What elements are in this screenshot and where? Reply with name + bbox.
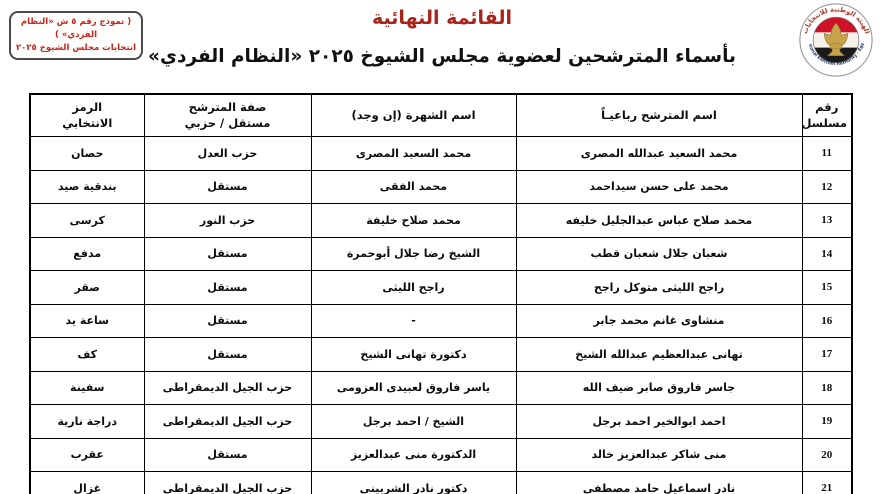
candidate-name-cell: منشاوى غانم محمد جابر <box>515 303 803 338</box>
alias-cell: دكتورة تهانى الشيخ <box>310 337 517 372</box>
candidate-name-cell: تهانى عبدالعظيم عبدالله الشيخ <box>515 337 803 372</box>
eagle-icon <box>823 22 849 56</box>
affiliation-cell: مستقل <box>143 169 312 204</box>
affiliation-cell: حزب الجيل الديمقراطى <box>143 404 312 439</box>
candidate-name-cell: شعبان جلال شعبان قطب <box>515 236 803 271</box>
symbol-cell: كرسى <box>29 203 145 238</box>
candidate-name-cell: احمد ابوالخير احمد برجل <box>515 404 803 439</box>
header-affiliation: صفة المترشح مستقل / حزبي <box>143 93 312 137</box>
table-row: 14 شعبان جلال شعبان قطب الشيخ رضا جلال أبو… <box>29 236 853 271</box>
affiliation-cell: مستقل <box>143 270 312 305</box>
symbol-cell: دراجة نارية <box>29 404 145 439</box>
header-symbol: الرمز الانتخابي <box>29 93 145 137</box>
serial-cell: 20 <box>801 437 853 472</box>
candidate-name-cell: محمد صلاح عباس عبدالجليل خليفه <box>515 203 803 238</box>
symbol-cell: بندقية صيد <box>29 169 145 204</box>
national-election-authority-logo: الهيئة الوطنية للانتخابات National Elect… <box>796 0 874 78</box>
table-header-row: رقم مسلسل اسم المترشح رباعيـاً اسم الشهر… <box>29 93 853 137</box>
symbol-cell: كف <box>29 337 145 372</box>
table-row: 20 منى شاكر عبدالعزيز خالد الدكتورة منى عب… <box>29 437 853 472</box>
symbol-cell: حصان <box>29 136 145 171</box>
table-row: 17 تهانى عبدالعظيم عبدالله الشيخ دكتورة ته… <box>29 337 853 372</box>
affiliation-cell: حزب الجيل الديمقراطى <box>143 471 312 494</box>
symbol-cell: صقر <box>29 270 145 305</box>
alias-cell: الدكتورة منى عبدالعزيز <box>310 437 517 472</box>
affiliation-cell: حزب الجيل الديمقراطى <box>143 370 312 405</box>
serial-cell: 21 <box>801 471 853 494</box>
alias-cell: - <box>310 303 517 338</box>
form-number-box: ( نموذج رقم ٥ ش «النظام الفردي» ) انتخاب… <box>9 11 143 61</box>
table-row: 18 جاسر فاروق صابر ضيف الله ياسر فاروق لعب… <box>29 370 853 405</box>
symbol-cell: عقرب <box>29 437 145 472</box>
form-number-line2: انتخابات مجلس الشيوخ ٢٠٢٥ <box>15 42 136 53</box>
nea-emblem-icon: الهيئة الوطنية للانتخابات National Elect… <box>796 0 873 77</box>
table-row: 11 محمد السعيد عبدالله المصرى محمد السعيد … <box>29 136 853 171</box>
alias-cell: راجح الليثى <box>310 270 517 305</box>
affiliation-cell: مستقل <box>143 236 312 271</box>
serial-cell: 12 <box>801 169 853 204</box>
affiliation-cell: مستقل <box>143 303 312 338</box>
candidate-name-cell: منى شاكر عبدالعزيز خالد <box>515 437 803 472</box>
table-row: 19 احمد ابوالخير احمد برجل الشيخ / احمد بر… <box>29 404 853 439</box>
affiliation-cell: مستقل <box>143 337 312 372</box>
page-title: القائمة النهائية <box>372 7 512 29</box>
candidates-table: رقم مسلسل اسم المترشح رباعيـاً اسم الشهر… <box>29 93 853 494</box>
serial-cell: 19 <box>801 404 853 439</box>
table-row: 16 منشاوى غانم محمد جابر - مستقل ساعة يد <box>29 303 853 338</box>
egypt-flag-roundel <box>813 17 859 63</box>
affiliation-cell: حزب النور <box>143 203 312 238</box>
alias-cell: الشيخ رضا جلال أبوحمرة <box>310 236 517 271</box>
affiliation-cell: مستقل <box>143 437 312 472</box>
alias-cell: محمد الفقى <box>310 169 517 204</box>
table-row: 15 راجح الليثى متوكل راجح راجح الليثى مستقل… <box>29 270 853 305</box>
alias-cell: الشيخ / احمد برجل <box>310 404 517 439</box>
page-subtitle: بأسماء المترشحين لعضوية مجلس الشيوخ ٢٠٢٥… <box>148 46 736 67</box>
serial-cell: 11 <box>801 136 853 171</box>
alias-cell: دكتور نادر الشربينى <box>310 471 517 494</box>
candidate-name-cell: نادر اسماعيل حامد مصطفى <box>515 471 803 494</box>
table-row: 12 محمد على حسن سيداحمد محمد الفقى مستقل بند… <box>29 169 853 204</box>
alias-cell: ياسر فاروق لعبيدى العزومى <box>310 370 517 405</box>
candidate-name-cell: جاسر فاروق صابر ضيف الله <box>515 370 803 405</box>
table-row: 13 محمد صلاح عباس عبدالجليل خليفه محمد صلا… <box>29 203 853 238</box>
alias-cell: محمد السعيد المصرى <box>310 136 517 171</box>
serial-cell: 17 <box>801 337 853 372</box>
symbol-cell: ساعة يد <box>29 303 145 338</box>
serial-cell: 14 <box>801 236 853 271</box>
serial-cell: 18 <box>801 370 853 405</box>
header-candidate-name: اسم المترشح رباعيـاً <box>515 93 803 137</box>
candidate-name-cell: محمد على حسن سيداحمد <box>515 169 803 204</box>
symbol-cell: مدفع <box>29 236 145 271</box>
candidate-name-cell: محمد السعيد عبدالله المصرى <box>515 136 803 171</box>
serial-cell: 16 <box>801 303 853 338</box>
header-serial: رقم مسلسل <box>801 93 853 137</box>
alias-cell: محمد صلاح خليفة <box>310 203 517 238</box>
symbol-cell: سفينة <box>29 370 145 405</box>
symbol-cell: غزال <box>29 471 145 494</box>
serial-cell: 13 <box>801 203 853 238</box>
serial-cell: 15 <box>801 270 853 305</box>
header-alias: اسم الشهرة (إن وجد) <box>310 93 517 137</box>
affiliation-cell: حزب العدل <box>143 136 312 171</box>
form-number-line1: ( نموذج رقم ٥ ش «النظام الفردي» ) <box>20 17 132 40</box>
table-row: 21 نادر اسماعيل حامد مصطفى دكتور نادر الشر… <box>29 471 853 494</box>
candidate-name-cell: راجح الليثى متوكل راجح <box>515 270 803 305</box>
